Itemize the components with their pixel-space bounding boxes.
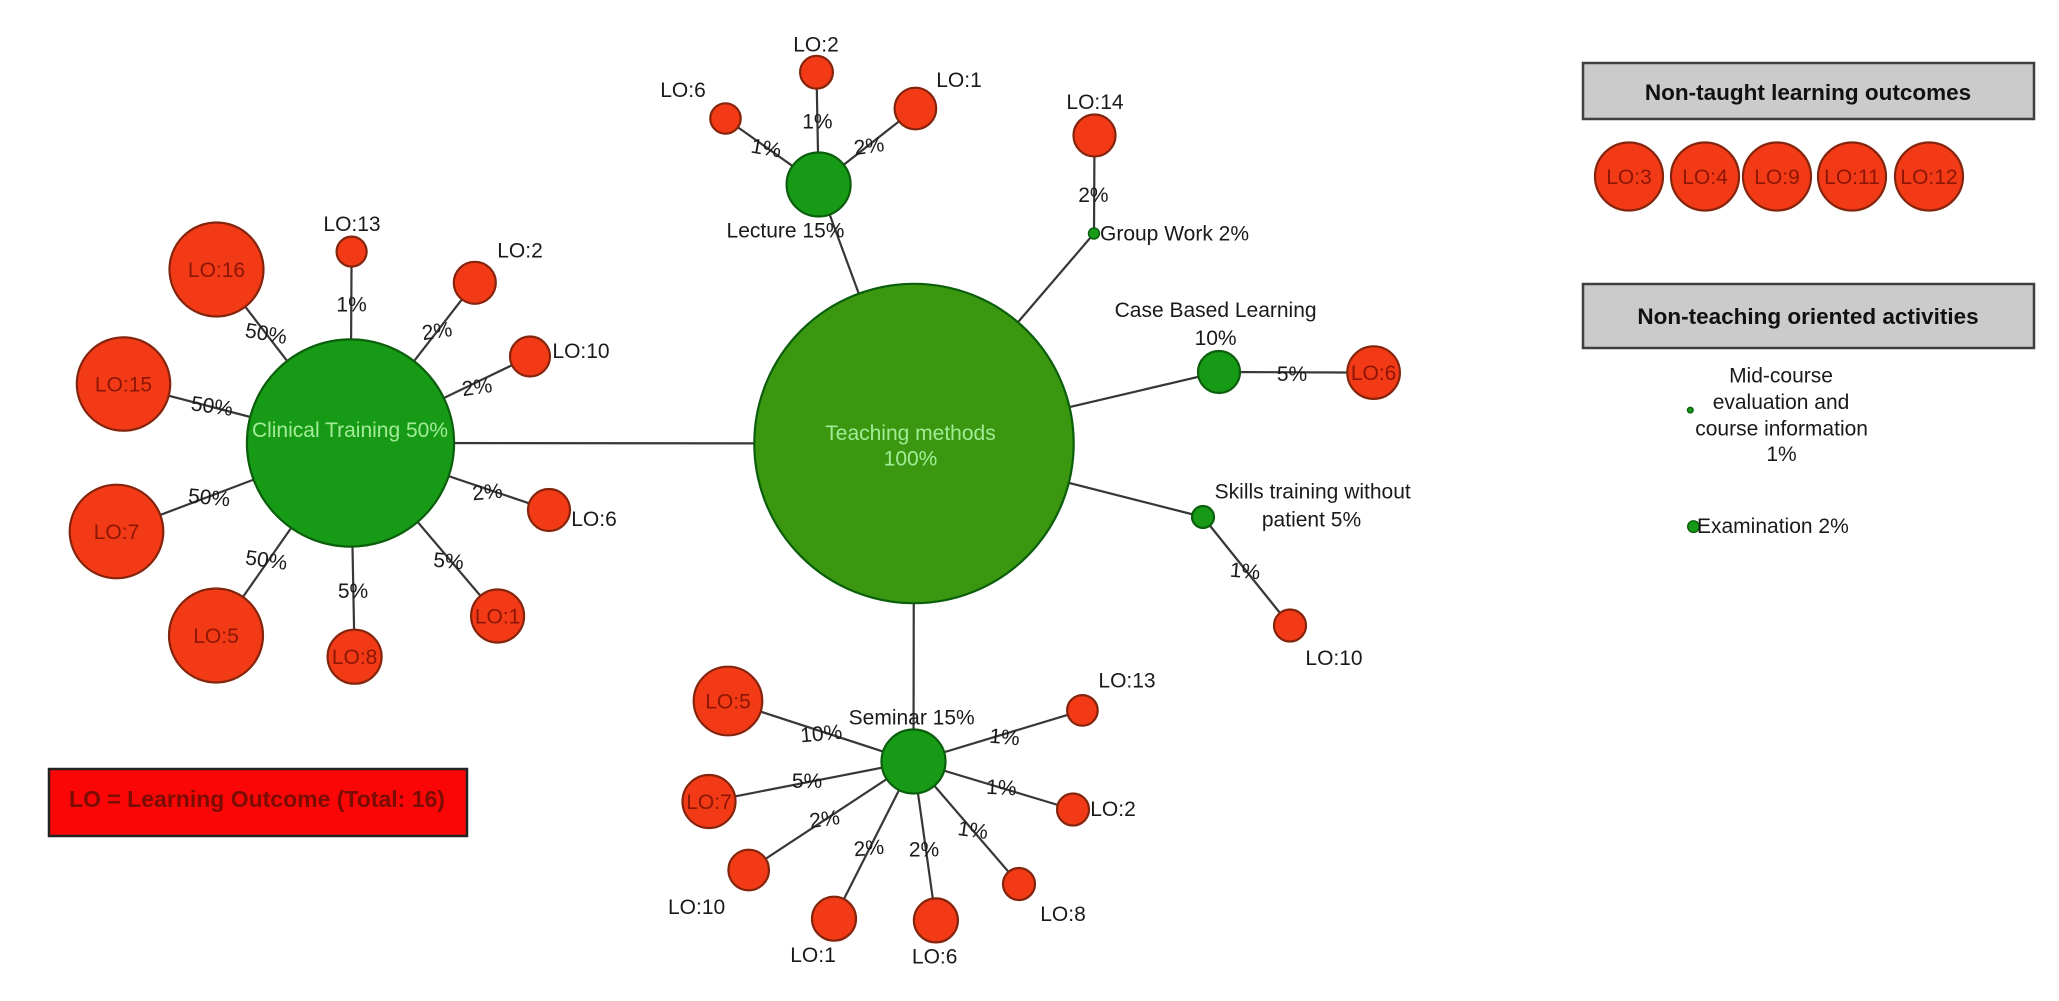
svg-text:LO:4: LO:4	[1682, 166, 1728, 189]
svg-text:10%: 10%	[1195, 327, 1237, 350]
svg-text:Seminar 15%: Seminar 15%	[849, 707, 975, 730]
svg-text:LO:7: LO:7	[686, 791, 732, 814]
svg-text:1%: 1%	[1229, 559, 1261, 585]
svg-text:LO:11: LO:11	[1824, 166, 1880, 189]
svg-text:LO:7: LO:7	[94, 521, 140, 544]
svg-text:evaluation and: evaluation and	[1713, 391, 1850, 414]
svg-text:2%: 2%	[853, 836, 885, 862]
svg-text:Lecture 15%: Lecture 15%	[727, 220, 845, 243]
svg-text:LO:2: LO:2	[793, 34, 839, 57]
svg-text:LO:6: LO:6	[1351, 362, 1397, 385]
svg-text:1%: 1%	[956, 817, 989, 844]
svg-text:LO:5: LO:5	[705, 691, 751, 714]
svg-text:Clinical Training 50%: Clinical Training 50%	[252, 419, 448, 442]
svg-text:LO:3: LO:3	[1606, 166, 1652, 189]
svg-text:LO:12: LO:12	[1900, 166, 1957, 189]
svg-text:LO:5: LO:5	[193, 625, 239, 648]
svg-text:Mid-course: Mid-course	[1729, 365, 1833, 388]
svg-text:LO:13: LO:13	[323, 213, 380, 236]
svg-text:2%: 2%	[909, 839, 939, 862]
svg-text:LO:1: LO:1	[475, 606, 521, 629]
svg-text:patient 5%: patient 5%	[1262, 509, 1361, 532]
svg-text:2%: 2%	[1078, 184, 1108, 207]
svg-text:LO:10: LO:10	[1305, 647, 1362, 670]
svg-text:1%: 1%	[988, 725, 1020, 751]
svg-text:1%: 1%	[336, 294, 366, 317]
svg-text:LO:8: LO:8	[332, 646, 378, 669]
svg-text:course information: course information	[1695, 418, 1868, 441]
svg-text:Teaching methods: Teaching methods	[825, 422, 995, 445]
svg-text:LO:13: LO:13	[1098, 670, 1155, 693]
svg-text:1%: 1%	[802, 111, 832, 134]
svg-text:Non-taught learning outcomes: Non-taught learning outcomes	[1645, 80, 1971, 105]
svg-text:5%: 5%	[338, 580, 368, 603]
svg-text:1%: 1%	[1766, 443, 1796, 466]
svg-text:100%: 100%	[884, 448, 938, 471]
svg-text:LO = Learning Outcome (Total:: LO = Learning Outcome (Total: 16)	[69, 786, 445, 812]
svg-text:Skills training without: Skills training without	[1215, 481, 1411, 504]
svg-text:2%: 2%	[808, 806, 841, 833]
svg-text:Group Work 2%: Group Work 2%	[1100, 223, 1249, 246]
svg-text:5%: 5%	[792, 770, 822, 793]
svg-text:2%: 2%	[420, 318, 453, 345]
svg-text:Examination 2%: Examination 2%	[1697, 515, 1849, 538]
svg-text:LO:1: LO:1	[936, 69, 982, 92]
svg-text:LO:1: LO:1	[790, 944, 836, 967]
svg-text:LO:14: LO:14	[1066, 91, 1124, 114]
svg-text:2%: 2%	[471, 480, 503, 506]
svg-text:LO:6: LO:6	[660, 79, 706, 102]
svg-text:1%: 1%	[749, 135, 783, 163]
svg-text:Non-teaching oriented activiti: Non-teaching oriented activities	[1637, 304, 1978, 329]
svg-text:LO:10: LO:10	[668, 896, 725, 919]
svg-text:LO:10: LO:10	[552, 340, 609, 363]
svg-text:2%: 2%	[460, 374, 493, 401]
svg-text:Case Based Learning: Case Based Learning	[1115, 299, 1317, 322]
svg-text:LO:2: LO:2	[497, 240, 543, 263]
svg-text:LO:16: LO:16	[188, 259, 245, 282]
svg-text:1%: 1%	[986, 776, 1018, 801]
svg-text:LO:15: LO:15	[95, 374, 152, 397]
svg-text:LO:9: LO:9	[1754, 166, 1800, 189]
svg-text:LO:6: LO:6	[571, 508, 617, 531]
svg-text:10%: 10%	[799, 721, 843, 748]
svg-text:LO:8: LO:8	[1040, 903, 1086, 926]
svg-text:2%: 2%	[852, 133, 885, 160]
svg-text:5%: 5%	[1277, 363, 1307, 386]
svg-text:50%: 50%	[187, 485, 231, 512]
svg-text:5%: 5%	[432, 549, 464, 575]
svg-text:LO:2: LO:2	[1090, 798, 1136, 821]
svg-text:LO:6: LO:6	[912, 946, 958, 969]
